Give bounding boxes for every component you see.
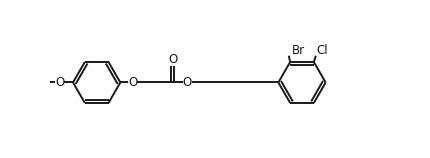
Text: Cl: Cl (316, 44, 328, 57)
Text: O: O (168, 53, 177, 66)
Text: Br: Br (292, 44, 305, 57)
Text: O: O (182, 76, 192, 89)
Text: O: O (55, 76, 64, 89)
Text: O: O (128, 76, 137, 89)
